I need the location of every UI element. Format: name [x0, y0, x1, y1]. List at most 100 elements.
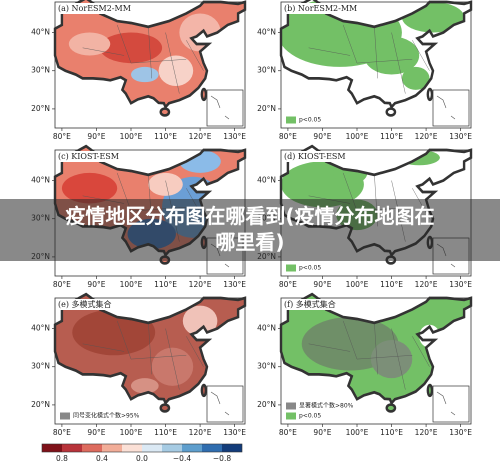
- lon-label: 120°E: [415, 132, 438, 141]
- province-line: [83, 48, 124, 56]
- colorbar-segment: [62, 444, 82, 452]
- province-line: [357, 355, 412, 359]
- inset: [206, 385, 244, 423]
- region-patch: [61, 172, 118, 204]
- legend-swatch: [286, 264, 296, 272]
- province-line: [309, 48, 350, 56]
- colorbar-segment: [42, 444, 62, 452]
- lon-label: 120°E: [189, 132, 212, 141]
- region-patch: [370, 340, 413, 379]
- colorbar-segment: [222, 444, 242, 452]
- province-line: [131, 355, 186, 359]
- province-line: [309, 344, 350, 352]
- lat-label: 20°N: [31, 400, 50, 409]
- region-patch: [148, 172, 183, 196]
- colorbar-frame: [41, 443, 243, 453]
- lat-label: 30°N: [257, 362, 276, 371]
- region-patch: [130, 378, 159, 394]
- title-banner: [0, 199, 500, 261]
- province-line: [186, 40, 203, 71]
- province-line: [166, 33, 180, 94]
- lon-label: 100°E: [120, 280, 143, 289]
- lon-label: 90°E: [313, 280, 331, 289]
- colorbar-segment: [162, 444, 182, 452]
- lon-label: 80°E: [53, 280, 71, 289]
- province-line: [392, 33, 406, 94]
- inset: [206, 89, 244, 127]
- lon-label: 110°E: [380, 428, 403, 437]
- label-bg: [56, 151, 146, 162]
- legend-label: p<0.05: [299, 265, 321, 272]
- province-line: [343, 321, 357, 359]
- legend-label: 显著模式个数>80%: [299, 402, 354, 410]
- lat-label: 20°N: [31, 104, 50, 113]
- panel-label: (d) KIOST-ESM: [284, 152, 346, 161]
- label-bg: [56, 299, 146, 310]
- province-line: [357, 59, 412, 63]
- colorbar-segment: [202, 444, 222, 452]
- legend-swatch: [60, 412, 70, 420]
- lat-label: 20°N: [257, 400, 276, 409]
- province-line: [374, 321, 377, 374]
- lon-label: 110°E: [154, 132, 177, 141]
- legend-label: 同号变化模式个数>95%: [73, 412, 140, 420]
- colorbar-segment: [122, 444, 142, 452]
- inset-islands: [210, 391, 230, 416]
- province-line: [148, 25, 151, 78]
- lat-label: 40°N: [31, 324, 50, 333]
- lon-label: 130°E: [223, 428, 246, 437]
- region-patch: [151, 347, 194, 386]
- lon-label: 130°E: [223, 280, 246, 289]
- lat-label: 30°N: [257, 66, 276, 75]
- colorbar-tick-label: −0.4: [173, 454, 191, 463]
- lat-label: 40°N: [31, 176, 50, 185]
- lon-label: 130°E: [223, 132, 246, 141]
- legend-label: p<0.05: [299, 117, 321, 124]
- legend-swatch: [286, 412, 296, 420]
- lon-label: 90°E: [87, 280, 105, 289]
- lat-label: 20°N: [257, 104, 276, 113]
- colorbar-segment: [182, 444, 202, 452]
- label-bg: [282, 151, 372, 162]
- lat-label: 40°N: [31, 28, 50, 37]
- legend-label: p<0.05: [299, 413, 321, 420]
- region-patch: [401, 66, 430, 90]
- inset-islands: [436, 95, 456, 120]
- province-line: [392, 329, 406, 390]
- lon-label: 80°E: [279, 132, 297, 141]
- province-line: [166, 329, 180, 390]
- lon-label: 80°E: [53, 132, 71, 141]
- lon-label: 80°E: [53, 428, 71, 437]
- lat-label: 30°N: [31, 66, 50, 75]
- lat-label: 30°N: [31, 362, 50, 371]
- lon-label: 130°E: [449, 428, 472, 437]
- province-line: [343, 25, 357, 63]
- panel-label: (b) NorESM2-MM: [284, 4, 357, 13]
- region-patch: [158, 55, 194, 86]
- region-patch: [99, 32, 163, 64]
- lon-label: 100°E: [120, 428, 143, 437]
- lon-label: 130°E: [449, 280, 472, 289]
- region-patch: [363, 36, 420, 75]
- lon-label: 100°E: [346, 132, 369, 141]
- colorbar-segment: [102, 444, 122, 452]
- colorbar-tick-label: 0.0: [136, 454, 148, 463]
- panel-label: (f) 多模式集合: [284, 299, 336, 309]
- label-bg: [282, 299, 372, 310]
- region-patch: [68, 32, 111, 56]
- province-line: [148, 321, 151, 374]
- lon-label: 110°E: [380, 132, 403, 141]
- lon-label: 80°E: [279, 280, 297, 289]
- province-line: [117, 321, 131, 359]
- panel-label: (a) NorESM2-MM: [58, 4, 131, 13]
- lon-label: 90°E: [87, 428, 105, 437]
- legend-swatch: [286, 116, 296, 124]
- lon-label: 80°E: [279, 428, 297, 437]
- lon-label: 100°E: [346, 428, 369, 437]
- lat-label: 40°N: [257, 324, 276, 333]
- lon-label: 130°E: [449, 132, 472, 141]
- province-line: [131, 59, 186, 63]
- lon-label: 110°E: [380, 280, 403, 289]
- overlay-title: 疫情地区分布图在哪看到(疫情分布地图在哪里看): [65, 204, 435, 254]
